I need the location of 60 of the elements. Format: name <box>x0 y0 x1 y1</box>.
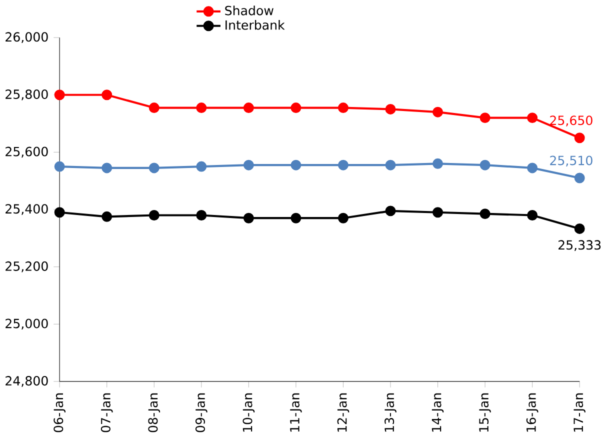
x-tick-label: 08-Jan <box>148 394 160 432</box>
y-tick-label: 25,600 <box>6 146 48 158</box>
point <box>102 162 112 174</box>
y-tick-label: 26,000 <box>6 32 48 44</box>
point <box>527 210 538 221</box>
y-tick-label: 25,000 <box>6 318 48 330</box>
point <box>243 213 254 224</box>
point <box>102 90 112 100</box>
data-label: 25,650 <box>550 116 592 127</box>
data-label: 25,510 <box>550 156 592 167</box>
point <box>527 162 538 174</box>
x-tick-label: 06-Jan <box>54 394 66 432</box>
point <box>338 160 348 171</box>
x-tick-label: 16-Jan <box>526 394 538 432</box>
point <box>480 112 490 124</box>
point <box>196 102 207 114</box>
x-tick-label: 13-Jan <box>384 394 396 432</box>
x-tick-label: 11-Jan <box>290 394 302 432</box>
x-tick-label: 09-Jan <box>195 394 208 432</box>
point <box>432 158 444 170</box>
point <box>385 206 396 216</box>
data-label: 25,333 <box>558 240 601 252</box>
x-tick-label: 17-Jan <box>574 394 586 432</box>
point <box>54 161 65 172</box>
point <box>432 207 444 218</box>
y-tick-label: 25,400 <box>6 204 48 216</box>
point <box>148 210 160 221</box>
y-tick-label: 25,200 <box>6 262 48 272</box>
x-tick-label: 07-Jan <box>100 394 113 432</box>
point <box>148 162 160 174</box>
x-tick-label: 14-Jan <box>432 394 444 432</box>
point <box>338 213 348 224</box>
point <box>527 112 538 124</box>
point <box>290 213 302 224</box>
legend-label: Interbank <box>226 20 285 30</box>
point <box>385 104 396 115</box>
point <box>480 160 490 171</box>
point <box>290 160 302 171</box>
x-tick-label: 12-Jan <box>337 394 350 432</box>
point <box>196 161 207 172</box>
legend-label: Shadow <box>225 6 274 16</box>
x-tick-label: 10-Jan <box>242 394 255 432</box>
x-tick-label: 15-Jan <box>479 394 491 432</box>
point <box>54 207 65 218</box>
y-tick-label: 25,800 <box>6 90 48 100</box>
point <box>338 102 348 114</box>
point <box>385 160 396 171</box>
y-tick-label: 24,800 <box>6 376 48 388</box>
point <box>480 208 490 220</box>
point <box>574 132 585 144</box>
point <box>54 90 65 100</box>
point <box>243 102 254 114</box>
point <box>243 160 254 171</box>
point <box>432 107 444 118</box>
point <box>102 212 112 222</box>
point <box>290 102 302 114</box>
point <box>196 210 207 221</box>
point <box>574 172 585 184</box>
point <box>148 102 160 114</box>
point <box>574 224 585 234</box>
